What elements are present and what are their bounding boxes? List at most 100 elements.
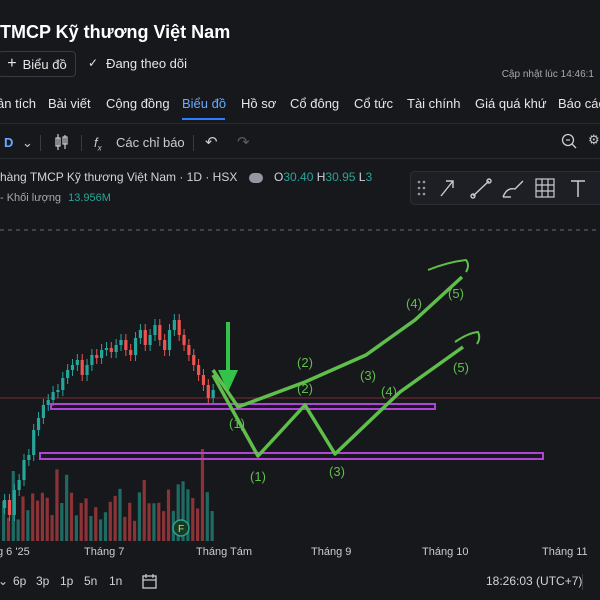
candle <box>46 400 50 405</box>
legend-toggle-icon[interactable] <box>248 172 263 183</box>
range-6p[interactable]: 6p <box>13 574 27 588</box>
add-chart-button[interactable]: + Biểu đồ <box>0 51 76 77</box>
tab-financials[interactable]: Tài chính <box>407 96 461 111</box>
candle <box>56 390 60 392</box>
tab-chart[interactable]: Biểu đồ <box>182 96 227 111</box>
wave-path-upper <box>211 275 464 409</box>
calendar-icon[interactable] <box>141 573 159 594</box>
wave-path-lower <box>211 345 465 458</box>
undo-icon[interactable]: ↶ <box>205 134 218 151</box>
candle <box>17 480 21 490</box>
range-1n[interactable]: 1n <box>109 574 123 588</box>
volume-bar <box>26 510 30 541</box>
volume-bar <box>40 492 44 541</box>
divider <box>582 574 583 590</box>
x-tick: Tháng 10 <box>422 546 469 558</box>
interval-button[interactable]: D <box>4 135 14 150</box>
clock-time[interactable]: 18:26:03 (UTC+7) <box>486 574 583 588</box>
candle <box>124 340 128 350</box>
candle <box>95 355 99 358</box>
candle <box>182 335 186 345</box>
volume-bar <box>162 511 166 541</box>
candle <box>51 392 55 400</box>
following-button[interactable]: ✓ Đang theo dõi <box>88 51 187 75</box>
plus-icon: + <box>7 55 17 72</box>
event-badge <box>172 519 190 537</box>
chevron-down-icon[interactable]: ⌄ <box>22 135 33 150</box>
volume-bar <box>166 489 171 541</box>
wave-label: (5) <box>453 360 469 375</box>
tab-profile[interactable]: Hồ sơ <box>241 96 277 111</box>
event-badge-label: F <box>178 524 184 535</box>
volume-bar <box>2 500 6 541</box>
x-tick: g 6 '25 <box>0 546 30 558</box>
candle <box>177 320 181 335</box>
range-3p[interactable]: 3p <box>36 574 50 588</box>
following-label: Đang theo dõi <box>106 55 188 71</box>
volume-bar <box>147 503 151 541</box>
divider <box>0 123 600 124</box>
high-value: 30.95 <box>325 170 356 184</box>
candle <box>85 365 89 375</box>
candle <box>153 325 157 335</box>
volume-bar <box>89 516 93 541</box>
volume-bar <box>84 498 88 541</box>
candle <box>163 340 167 350</box>
tab-community[interactable]: Cộng đồng <box>106 96 170 111</box>
candle <box>100 350 104 358</box>
volume-bar <box>60 503 64 541</box>
alert-icon[interactable] <box>560 132 578 153</box>
candle <box>138 330 142 338</box>
range-5n[interactable]: 5n <box>84 574 98 588</box>
volume-bar <box>6 517 11 541</box>
wave-label: (5) <box>448 286 464 301</box>
x-tick: Tháng Tám <box>196 546 253 558</box>
candle <box>22 460 26 480</box>
wave-end-arc-lower <box>454 330 481 345</box>
candle <box>148 335 152 345</box>
volume-bar <box>94 507 98 541</box>
range-1p[interactable]: 1p <box>60 574 74 588</box>
volume-bar <box>99 519 103 541</box>
candle <box>143 330 147 345</box>
volume-bar <box>103 512 108 541</box>
candle <box>201 375 206 385</box>
tab-analysis[interactable]: ân tích <box>0 96 37 111</box>
tab-dividends[interactable]: Cổ tức <box>354 96 394 111</box>
candle <box>129 350 133 355</box>
nav-tabs: ân tích Bài viết Cộng đồng Biểu đồ Hồ sơ… <box>0 96 600 116</box>
volume-bar <box>113 495 117 541</box>
volume-label: - Khối lượng <box>0 192 62 204</box>
settings-icon[interactable]: ⚙ <box>588 132 600 147</box>
indicators-button[interactable]: Các chỉ báo <box>116 135 185 150</box>
volume-bar <box>142 480 146 541</box>
candle <box>133 338 138 355</box>
candle <box>7 500 12 515</box>
text-tool-icon <box>571 180 585 197</box>
volume-bar <box>181 481 185 541</box>
volume-bar <box>118 488 122 541</box>
tab-shareholders[interactable]: Cổ đông <box>290 96 340 111</box>
redo-icon[interactable]: ↷ <box>237 134 250 151</box>
volume-bar <box>21 496 25 541</box>
candle <box>80 360 84 375</box>
low-label: L <box>358 170 366 184</box>
tab-posts[interactable]: Bài viết <box>48 96 91 111</box>
volume-bar <box>31 493 35 541</box>
tab-reports[interactable]: Báo các <box>558 96 600 111</box>
volume-bar <box>123 516 127 541</box>
candle <box>61 378 65 390</box>
wave-label: (1) <box>229 416 245 431</box>
candle <box>158 325 162 340</box>
chevron-down-icon[interactable]: ⌄ <box>0 574 9 588</box>
volume-bar <box>69 492 74 541</box>
volume-bar <box>45 497 49 541</box>
price-chart[interactable]: (1) (2) (3) (4) (5) (2) (3) (4) (5) (1) F <box>0 160 600 545</box>
drag-handle-icon <box>417 180 426 196</box>
tab-price-history[interactable]: Giá quá khứ <box>475 96 547 111</box>
x-tick: Tháng 7 <box>84 546 125 558</box>
indicators-icon[interactable]: fx <box>94 135 102 153</box>
candlestick-icon[interactable] <box>54 133 70 154</box>
grid-tool-icon <box>535 178 555 198</box>
high-label: H <box>316 170 326 184</box>
